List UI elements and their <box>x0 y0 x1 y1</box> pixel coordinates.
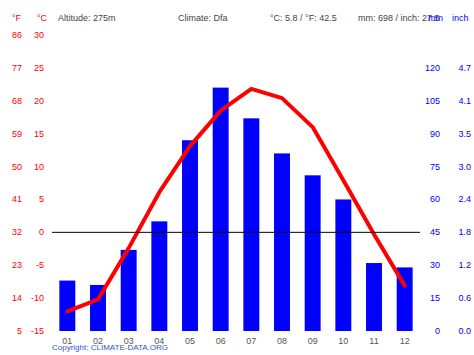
x-tick-label: 05 <box>185 336 195 346</box>
precip-bar <box>213 88 229 331</box>
precip-bar <box>151 221 167 331</box>
precip-bar <box>243 118 259 331</box>
y-tick-label: -5 <box>36 260 44 270</box>
precip-bar <box>366 263 382 331</box>
precip-bar <box>182 140 198 331</box>
axis-unit-c: °C <box>37 13 48 23</box>
y-tick-label: 15 <box>34 129 44 139</box>
y2-alt-tick-label: 4.1 <box>458 96 471 106</box>
y-alt-tick-label: 41 <box>12 194 22 204</box>
x-tick-label: 08 <box>277 336 287 346</box>
y-alt-tick-label: 5 <box>17 326 22 336</box>
y-alt-tick-label: 23 <box>12 260 22 270</box>
y2-tick-label: 45 <box>430 227 440 237</box>
y-tick-label: -15 <box>31 326 44 336</box>
y-alt-tick-label: 68 <box>12 96 22 106</box>
y2-alt-tick-label: 1.2 <box>458 260 471 270</box>
header-info: Climate: Dfa <box>178 13 228 23</box>
axis-unit-f: °F <box>12 13 22 23</box>
y2-tick-label: 30 <box>430 260 440 270</box>
x-tick-label: 10 <box>338 336 348 346</box>
y2-alt-tick-label: 3.0 <box>458 162 471 172</box>
y2-tick-label: 60 <box>430 194 440 204</box>
y-alt-tick-label: 32 <box>12 227 22 237</box>
x-tick-label: 09 <box>308 336 318 346</box>
precip-bar <box>274 153 290 331</box>
precip-bar <box>305 175 321 331</box>
header-info: Altitude: 275m <box>58 13 116 23</box>
y2-alt-tick-label: 2.4 <box>458 194 471 204</box>
y2-tick-label: 0 <box>435 326 440 336</box>
y-alt-tick-label: 77 <box>12 63 22 73</box>
plot-area <box>59 88 412 331</box>
y2-tick-label: 75 <box>430 162 440 172</box>
y2-alt-tick-label: 1.8 <box>458 227 471 237</box>
y-alt-tick-label: 86 <box>12 30 22 40</box>
precip-bar <box>121 250 137 331</box>
y-alt-tick-label: 50 <box>12 162 22 172</box>
x-tick-label: 06 <box>216 336 226 346</box>
y2-tick-label: 90 <box>430 129 440 139</box>
y2-tick-label: 120 <box>425 63 440 73</box>
x-tick-label: 12 <box>400 336 410 346</box>
axis-unit-inch: inch <box>452 13 469 23</box>
y-tick-label: 10 <box>34 162 44 172</box>
temperature-line <box>67 89 404 311</box>
axis-unit-mm: mm <box>428 13 443 23</box>
y-alt-tick-label: 14 <box>12 293 22 303</box>
y-tick-label: 5 <box>39 194 44 204</box>
y-tick-label: 0 <box>39 227 44 237</box>
header-info: °C: 5.8 / °F: 42.5 <box>270 13 337 23</box>
y2-tick-label: 15 <box>430 293 440 303</box>
y-tick-label: 30 <box>34 30 44 40</box>
y-tick-label: 20 <box>34 96 44 106</box>
precip-bar <box>59 281 75 331</box>
x-tick-label: 07 <box>246 336 256 346</box>
precip-bar <box>335 199 351 331</box>
y-tick-label: -10 <box>31 293 44 303</box>
y2-alt-tick-label: 4.7 <box>458 63 471 73</box>
y2-tick-label: 105 <box>425 96 440 106</box>
y2-alt-tick-label: 3.5 <box>458 129 471 139</box>
zero-line <box>52 232 420 233</box>
copyright: Copyright: CLIMATE-DATA.ORG <box>52 343 168 352</box>
chart: Altitude: 275m Climate: Dfa °C: 5.8 / °F: … <box>0 0 474 355</box>
y-tick-label: 25 <box>34 63 44 73</box>
x-tick-label: 11 <box>369 336 378 346</box>
y2-alt-tick-label: 0.0 <box>458 326 471 336</box>
y-alt-tick-label: 59 <box>12 129 22 139</box>
y2-alt-tick-label: 0.6 <box>458 293 471 303</box>
